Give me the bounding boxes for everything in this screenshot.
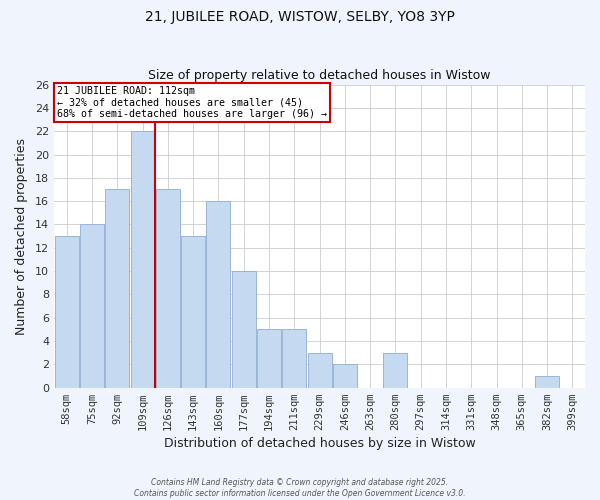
Text: 21, JUBILEE ROAD, WISTOW, SELBY, YO8 3YP: 21, JUBILEE ROAD, WISTOW, SELBY, YO8 3YP [145,10,455,24]
Bar [181,236,205,388]
Bar [333,364,357,388]
Bar [535,376,559,388]
Title: Size of property relative to detached houses in Wistow: Size of property relative to detached ho… [148,69,491,82]
Bar [206,201,230,388]
Bar [383,352,407,388]
Bar [308,352,332,388]
Y-axis label: Number of detached properties: Number of detached properties [15,138,28,334]
Bar [282,330,306,388]
Text: 21 JUBILEE ROAD: 112sqm
← 32% of detached houses are smaller (45)
68% of semi-de: 21 JUBILEE ROAD: 112sqm ← 32% of detache… [56,86,326,119]
Bar [257,330,281,388]
Bar [105,190,129,388]
Bar [80,224,104,388]
Bar [131,131,155,388]
Bar [232,271,256,388]
Bar [55,236,79,388]
Bar [156,190,180,388]
X-axis label: Distribution of detached houses by size in Wistow: Distribution of detached houses by size … [164,437,475,450]
Text: Contains HM Land Registry data © Crown copyright and database right 2025.
Contai: Contains HM Land Registry data © Crown c… [134,478,466,498]
